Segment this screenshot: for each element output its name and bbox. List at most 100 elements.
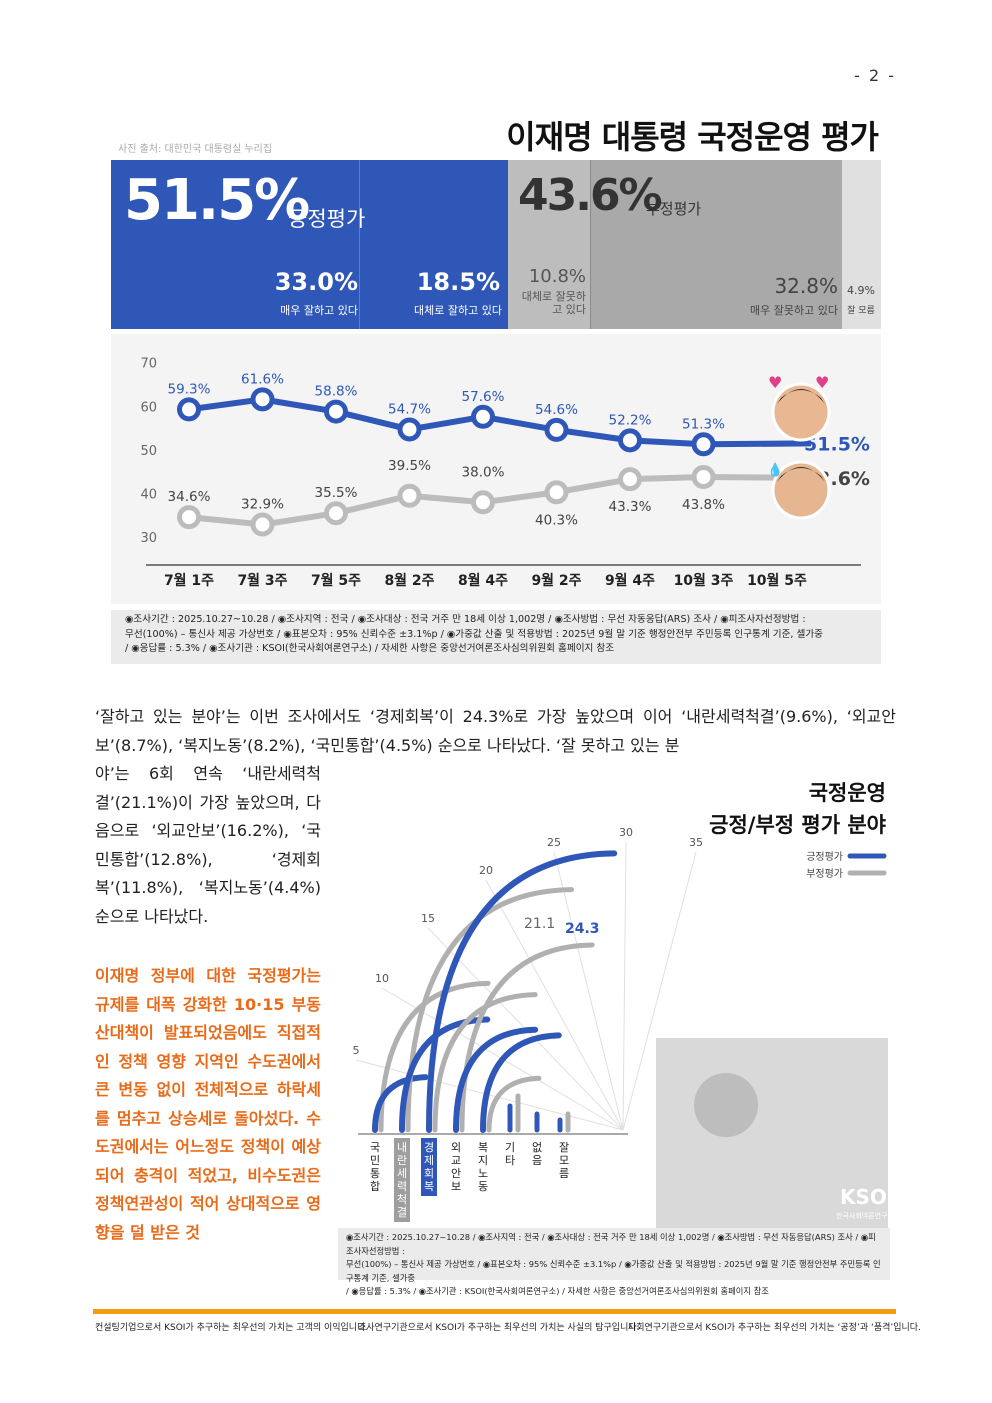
x-tick-label: 9월 2주 [531,572,581,589]
footnote-line: / ◉응답률 : 5.3% / ◉조사기관 : KSOI(한국사회여론연구소) … [346,1286,769,1296]
data-label: 57.6% [462,389,505,405]
positive-arc [426,850,618,1133]
approval-bar [111,160,881,329]
data-label: 58.8% [315,384,358,400]
data-label: 39.5% [388,458,431,474]
photo-credit: 사진 출처: 대한민국 대통령실 누리집 [118,144,273,155]
category-label-char: 복 [424,1180,434,1193]
data-label: 21.1 [524,916,555,932]
axis-tick-label: 10 [375,972,389,985]
y-tick-label: 50 [140,444,157,459]
data-label: 52.2% [609,412,652,428]
page-number: - 2 - [854,66,896,85]
sweat-icon: 💧 [767,462,783,478]
axis-tick-label: 25 [547,836,561,849]
category-label-char: 통 [370,1167,380,1180]
chart-title: 긍정/부정 평가 분야 [709,813,887,837]
footer-text-3: 사회연구기관으로서 KSOI가 추구하는 최우선의 가치는 ‘공정’과 ‘품격’… [628,1323,921,1333]
data-point [250,387,275,412]
category-label-char: 교 [451,1154,461,1167]
data-point [324,501,348,526]
positive-label: 긍정평가 [288,207,366,231]
paragraph-left: 야’는 6회 연속 ‘내란세력척결’(21.1%)이 가장 높았으며, 다음으로… [95,764,321,926]
x-tick-label: 10월 5주 [747,572,807,589]
category-label-char: 모 [559,1154,569,1167]
category-label-char: 노 [478,1167,488,1180]
field-evaluation-chart: 국정운영 긍정/부정 평가 분야 KSOI 한국사회여론연구소 5 10 15 20 25 30 3… [338,770,895,1257]
negative-arc [486,1075,542,1133]
ksoi-logo: KSOI [840,1185,890,1209]
category-label-char: 없 [532,1141,542,1154]
category-label-char: 동 [478,1180,488,1193]
very-bad-label: 매우 잘못하고 있다 [750,304,838,317]
positive-total: 51.5% [124,168,310,233]
data-point [471,490,495,515]
data-point [544,480,569,505]
data-label: 51.5% [804,433,870,455]
data-point [618,428,642,453]
fairly-bad-value: 10.8% [528,266,586,287]
footnote-line: ◉조사기간 : 2025.10.27~10.28 / ◉조사지역 : 전국 / … [125,614,806,625]
data-label: 54.6% [535,402,578,418]
category-label-char: 란 [397,1154,407,1167]
category-label-char: 보 [451,1180,461,1193]
portrait-icon [771,382,831,442]
positive-segment [111,160,508,329]
category-label-char: 잘 [559,1141,569,1154]
category-label-char: 지 [478,1154,488,1167]
category-label-char: 세 [397,1167,407,1180]
category-label-char: 기 [505,1141,515,1154]
radial-gridline [355,1059,624,1131]
page-title: 이재명 대통령 국정운영 평가 [506,118,879,156]
x-tick-label: 7월 1주 [164,572,214,589]
heart-icon: ♥ [768,373,782,392]
footnote-line: ◉조사기간 : 2025.10.27~10.28 / ◉조사지역 : 전국 / … [346,1232,876,1256]
data-label: 35.5% [315,485,358,501]
category-label-char: 복 [478,1141,488,1154]
data-label: 38.0% [462,464,505,480]
legend-label: 부정평가 [806,868,843,880]
category-label-char: 름 [559,1167,569,1180]
data-label: 59.3% [168,381,211,397]
hair-icon [777,389,825,404]
axis-tick-label: 20 [479,864,493,877]
category-label-char: 결 [397,1206,407,1219]
y-tick-label: 70 [140,357,157,372]
segment-divider [359,160,360,329]
heart-icon: ♥ [815,373,829,392]
data-point [177,505,201,530]
legend-label: 긍정평가 [806,851,843,863]
category-highlight [421,1138,437,1196]
data-point [471,404,495,429]
negative-segment-mild [508,160,590,329]
data-label: 43.8% [682,497,725,513]
category-label-char: 내 [397,1141,407,1154]
negative-total: 43.6% [518,170,663,221]
radial-gridline [622,851,697,1131]
y-tick-label: 40 [140,488,157,503]
category-label-char: 안 [451,1167,461,1180]
fairly-good-label: 대체로 잘하고 있다 [414,304,502,317]
data-label: 43.3% [609,499,652,515]
very-good-label: 매우 잘하고 있다 [280,304,358,317]
data-label: 40.3% [535,512,578,528]
very-good-value: 33.0% [274,268,358,296]
radial-gridline [485,879,624,1131]
data-label: 61.6% [241,371,284,387]
fairly-good-value: 18.5% [416,268,500,296]
x-tick-label: 8월 4주 [458,572,508,589]
data-label: 34.6% [168,489,211,505]
category-label-char: 타 [505,1154,515,1167]
category-label-char: 민 [370,1154,380,1167]
unknown-value: 4.9% [847,284,875,297]
footnote-line: 무선(100%) – 통신사 제공 가상번호 / ◉표본오차 : 95% 신뢰수… [346,1259,881,1283]
x-tick-label: 9월 4주 [605,572,655,589]
footer-text-1: 컨설팅기업으로서 KSOI가 추구하는 최우선의 가치는 고객의 이익입니다. [95,1323,369,1333]
paragraph-highlight: 이재명 정부에 대한 국정평가는 규제를 대폭 강화한 10·15 부동산대책이… [95,966,321,1242]
axis-tick-label: 30 [619,826,633,839]
footer-divider [93,1309,896,1314]
data-label: 32.9% [241,497,284,513]
category-label-char: 음 [532,1154,542,1167]
positive-arc [372,1074,429,1133]
